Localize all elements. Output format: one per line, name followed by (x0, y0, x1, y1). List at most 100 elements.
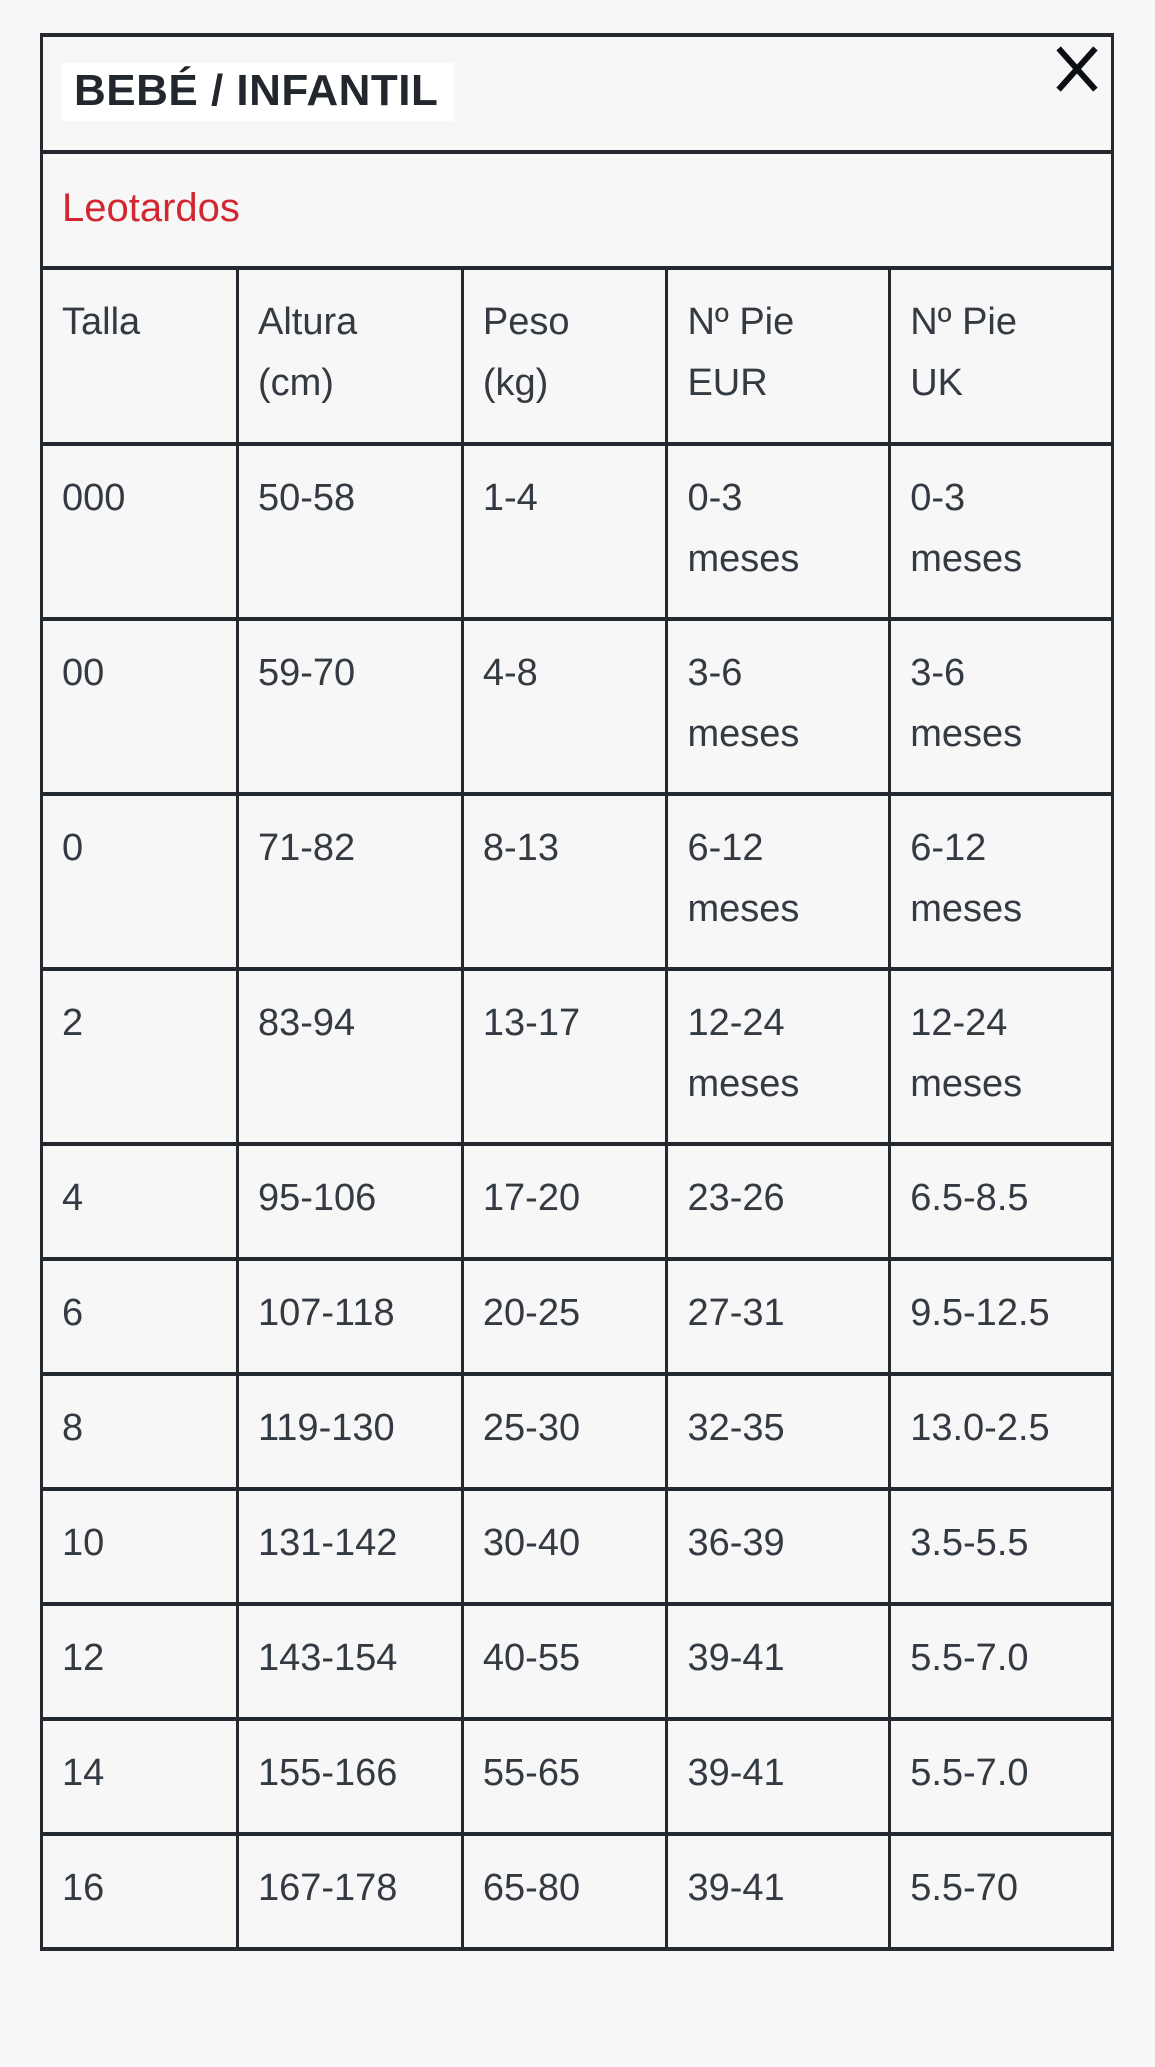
cell-line: 16 (62, 1867, 105, 1909)
cell-line: meses (910, 887, 1023, 930)
column-header-altura-cm: Altura (cm) (235, 266, 464, 446)
column-header-n-pie-uk: Nº Pie UK (888, 266, 1114, 446)
cell-line: 36-39 (687, 1522, 785, 1564)
table-cell: 39-41 (665, 1832, 892, 1951)
table-cell: 32-35 (665, 1372, 892, 1491)
table-row-size-0: 0 71-82 8-13 6-12 meses 6-12 meses (40, 792, 1114, 971)
cell-line: meses (910, 1062, 1023, 1105)
cell-line: 107-118 (257, 1292, 395, 1334)
table-cell: 107-118 (235, 1257, 464, 1376)
table-cell: 9.5-12.5 (888, 1257, 1114, 1376)
table-cell: 4-8 (460, 617, 669, 796)
size-guide-modal: BEBÉ / INFANTIL Leotardos Talla Altura (cm… (0, 33, 1155, 1951)
table-row-size-6: 6 107-118 20-25 27-31 9.5-12.5 (40, 1257, 1114, 1376)
garment-type-label: Leotardos (62, 186, 240, 230)
cell-line: 1-4 (482, 477, 538, 519)
cell-line: meses (687, 712, 800, 755)
table-cell: 155-166 (235, 1717, 464, 1836)
cell-line: 0-3 (910, 477, 966, 519)
table-cell: 4 (40, 1142, 239, 1261)
cell-line: 167-178 (257, 1867, 398, 1909)
table-cell: 36-39 (665, 1487, 892, 1606)
cell-line: 39-41 (687, 1752, 785, 1794)
table-row-size-8: 8 119-130 25-30 32-35 13.0-2.5 (40, 1372, 1114, 1491)
table-cell: 95-106 (235, 1142, 464, 1261)
cell-line: meses (687, 537, 800, 580)
cell-line: EUR (687, 361, 768, 404)
cell-line: meses (687, 887, 800, 930)
table-cell: 5.5-7.0 (888, 1717, 1114, 1836)
table-cell: 5.5-7.0 (888, 1602, 1114, 1721)
cell-line: 2 (62, 1002, 84, 1044)
table-row-size-12: 12 143-154 40-55 39-41 5.5-7.0 (40, 1602, 1114, 1721)
column-header-peso-kg: Peso (kg) (460, 266, 669, 446)
table-cell: 6.5-8.5 (888, 1142, 1114, 1261)
cell-line: UK (910, 361, 963, 404)
cell-line: 59-70 (257, 652, 356, 694)
table-cell: 000 (40, 442, 239, 621)
cell-line: 0 (62, 827, 84, 869)
table-cell: 143-154 (235, 1602, 464, 1721)
cell-line: 143-154 (257, 1637, 398, 1679)
cell-line: 39-41 (687, 1867, 785, 1909)
table-row-size-14: 14 155-166 55-65 39-41 5.5-7.0 (40, 1717, 1114, 1836)
cell-line: 119-130 (257, 1407, 395, 1449)
table-cell: 39-41 (665, 1602, 892, 1721)
table-cell: 12 (40, 1602, 239, 1721)
cell-line: 5.5-70 (910, 1867, 1018, 1909)
cell-line: 10 (62, 1522, 105, 1564)
cell-line: 27-31 (687, 1292, 785, 1334)
table-cell: 6-12 meses (665, 792, 892, 971)
table-cell: 2 (40, 967, 239, 1146)
table-cell: 59-70 (235, 617, 464, 796)
table-cell: 8-13 (460, 792, 669, 971)
cell-line: 155-166 (257, 1752, 398, 1794)
table-cell: 14 (40, 1717, 239, 1836)
cell-line: Nº Pie (910, 301, 1018, 343)
cell-line: 00 (62, 652, 105, 694)
category-title: BEBÉ / INFANTIL (62, 63, 455, 121)
table-cell: 12-24 meses (888, 967, 1114, 1146)
table-cell: 16 (40, 1832, 239, 1951)
cell-line: 9.5-12.5 (910, 1292, 1050, 1334)
cell-line: 25-30 (482, 1407, 581, 1449)
table-row-size-16: 16 167-178 65-80 39-41 5.5-70 (40, 1832, 1114, 1951)
cell-line: 8-13 (482, 827, 559, 869)
cell-line: Altura (257, 301, 358, 343)
table-cell: 119-130 (235, 1372, 464, 1491)
table-cell: 6 (40, 1257, 239, 1376)
table-cell: 23-26 (665, 1142, 892, 1261)
cell-line: 40-55 (482, 1637, 581, 1679)
close-icon (1056, 46, 1098, 92)
table-cell: 167-178 (235, 1832, 464, 1951)
table-cell: 13-17 (460, 967, 669, 1146)
cell-line: (kg) (482, 361, 549, 404)
close-button[interactable] (1047, 39, 1107, 99)
table-cell: 12-24 meses (665, 967, 892, 1146)
cell-line: 12-24 (687, 1002, 785, 1044)
table-header-row: Talla Altura (cm) Peso (kg) Nº Pie EUR Nº Pie UK (40, 266, 1114, 446)
cell-line: Nº Pie (687, 301, 795, 343)
cell-line: 12 (62, 1637, 105, 1679)
table-cell: 3-6 meses (665, 617, 892, 796)
cell-line: 71-82 (257, 827, 356, 869)
table-cell: 0-3 meses (888, 442, 1114, 621)
cell-line: 32-35 (687, 1407, 785, 1449)
cell-line: 8 (62, 1407, 84, 1449)
cell-line: 000 (62, 477, 126, 519)
cell-line: Talla (62, 301, 141, 343)
modal-subtitle-row: Leotardos (40, 150, 1114, 270)
cell-line: meses (910, 537, 1023, 580)
table-cell: 6-12 meses (888, 792, 1114, 971)
table-row-size-00: 00 59-70 4-8 3-6 meses 3-6 meses (40, 617, 1114, 796)
cell-line: 14 (62, 1752, 105, 1794)
cell-line: 6 (62, 1292, 84, 1334)
cell-line: 17-20 (482, 1177, 581, 1219)
cell-line: 30-40 (482, 1522, 581, 1564)
cell-line: Peso (482, 301, 570, 343)
table-row-size-10: 10 131-142 30-40 36-39 3.5-5.5 (40, 1487, 1114, 1606)
table-cell: 55-65 (460, 1717, 669, 1836)
table-cell: 3-6 meses (888, 617, 1114, 796)
table-cell: 39-41 (665, 1717, 892, 1836)
table-cell: 27-31 (665, 1257, 892, 1376)
